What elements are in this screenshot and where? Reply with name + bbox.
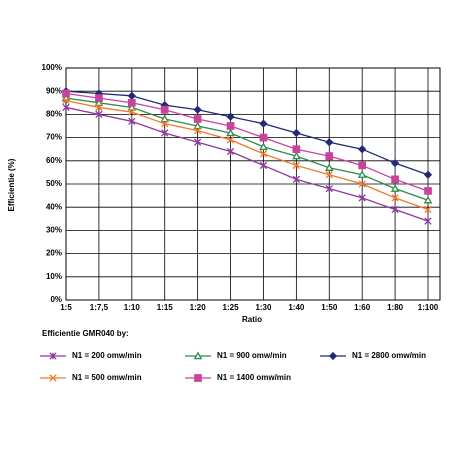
x-tick-label: 1:30	[255, 303, 272, 312]
legend-label: N1 = 2800 omw/min	[352, 351, 426, 360]
data-point	[62, 89, 70, 98]
data-point	[391, 175, 399, 184]
legend-label: N1 = 1400 omw/min	[217, 373, 291, 382]
data-point	[161, 120, 169, 128]
data-point	[325, 184, 333, 193]
data-point	[226, 122, 235, 130]
data-point	[193, 126, 202, 135]
series-line	[65, 106, 429, 222]
data-point	[424, 187, 432, 195]
data-point	[324, 163, 334, 171]
legend-label: N1 = 900 omw/min	[217, 351, 287, 360]
y-tick-label: 90%	[46, 86, 62, 95]
data-point	[226, 128, 235, 137]
data-point	[390, 184, 400, 192]
data-point	[127, 91, 136, 100]
data-point	[62, 96, 70, 105]
x-tick-label: 1:7,5	[90, 303, 109, 312]
data-point	[127, 98, 136, 107]
y-tick-label: 70%	[46, 133, 62, 142]
y-tick-label: 10%	[46, 272, 62, 281]
y-tick-label: 0%	[50, 295, 62, 304]
y-tick-label: 50%	[46, 179, 62, 188]
x-tick-label: 1:10	[124, 303, 141, 312]
legend-marker	[193, 351, 203, 360]
legend-label: N1 = 200 omw/min	[72, 351, 142, 360]
x-tick-label: 1:60	[354, 303, 371, 312]
data-point	[127, 102, 137, 111]
data-point	[259, 133, 268, 142]
data-point	[128, 117, 136, 126]
data-point	[128, 108, 136, 116]
data-point	[357, 170, 367, 178]
x-tick-label: 1:40	[288, 303, 305, 312]
data-point	[161, 129, 169, 137]
data-point	[95, 94, 103, 103]
data-point	[358, 180, 366, 188]
data-point	[391, 205, 399, 214]
legend-label: N1 = 500 omw/min	[72, 373, 142, 382]
data-point	[193, 115, 202, 123]
x-axis-label: Ratio	[242, 315, 262, 324]
data-point	[325, 152, 334, 161]
data-point	[193, 121, 202, 130]
data-point	[292, 175, 301, 184]
data-point	[391, 194, 399, 202]
y-axis-label: Efficientie (%)	[7, 158, 16, 211]
x-tick-label: 1:20	[190, 303, 207, 312]
data-point	[259, 161, 268, 170]
legend-marker	[328, 351, 338, 361]
x-tick-label: 1:5	[60, 303, 72, 312]
data-point	[292, 145, 301, 154]
data-point	[193, 138, 202, 146]
x-tick-label: 1:50	[321, 303, 338, 312]
series-line	[65, 99, 429, 211]
y-tick-label: 100%	[42, 63, 62, 72]
data-point	[424, 217, 432, 225]
data-point	[62, 103, 70, 112]
legend-marker	[49, 352, 57, 360]
data-point	[259, 119, 268, 128]
data-point	[160, 105, 169, 114]
data-point	[95, 110, 103, 119]
x-tick-label: 1:80	[387, 303, 404, 312]
x-tick-label: 1:15	[157, 303, 174, 312]
data-point	[423, 170, 433, 179]
data-point	[325, 138, 334, 147]
series-line	[65, 97, 429, 201]
data-point	[292, 128, 301, 138]
data-point	[226, 136, 235, 144]
data-point	[160, 114, 170, 123]
data-point	[259, 142, 268, 151]
data-point	[259, 150, 268, 158]
data-point	[424, 205, 432, 214]
y-tick-label: 20%	[46, 249, 62, 258]
y-tick-label: 40%	[46, 202, 62, 211]
data-point	[358, 194, 366, 202]
legend-marker	[49, 374, 57, 382]
data-point	[423, 195, 433, 204]
data-point	[390, 159, 400, 168]
data-point	[226, 112, 235, 121]
legend-marker	[194, 374, 202, 382]
data-point	[325, 171, 333, 179]
legend-title: Efficientie GMR040 by:	[42, 329, 129, 338]
data-point	[94, 98, 104, 107]
data-point	[226, 147, 235, 156]
data-point	[95, 103, 103, 112]
x-tick-label: 1:25	[223, 303, 240, 312]
series-line	[65, 92, 429, 192]
series-line	[65, 90, 429, 176]
data-point	[358, 145, 367, 154]
data-point	[292, 151, 301, 160]
data-point	[292, 161, 301, 170]
x-tick-label: 1:100	[418, 303, 439, 312]
data-point	[193, 105, 202, 114]
y-tick-label: 80%	[46, 110, 62, 119]
y-tick-label: 30%	[46, 226, 62, 235]
data-point	[358, 161, 367, 170]
y-tick-label: 60%	[46, 156, 62, 165]
